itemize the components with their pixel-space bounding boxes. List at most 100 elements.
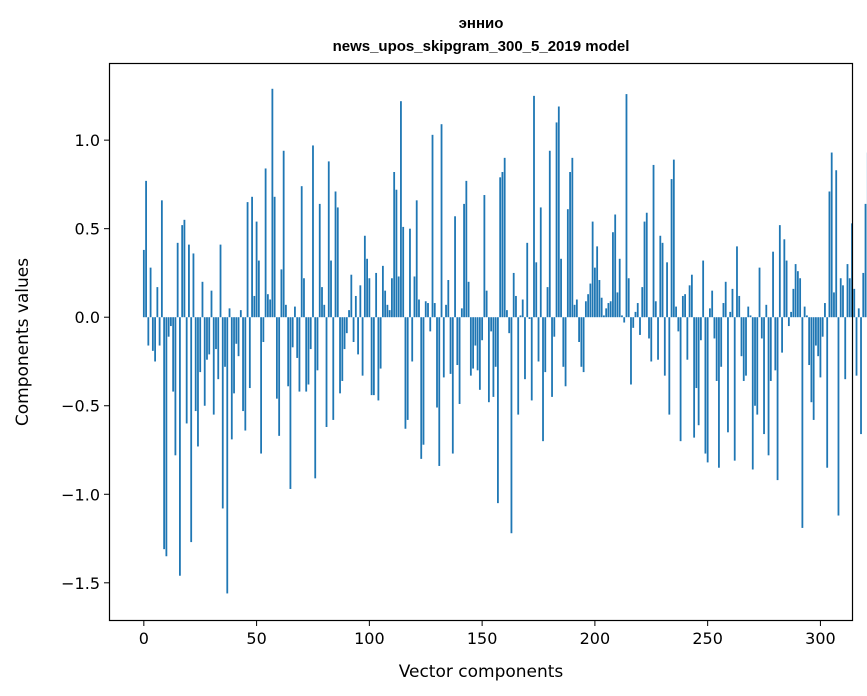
bar-205 — [605, 308, 608, 318]
bar-108 — [386, 304, 389, 318]
bar-230 — [661, 242, 664, 318]
bar-96 — [359, 285, 362, 318]
bar-249 — [704, 317, 707, 454]
bar-63 — [285, 304, 287, 318]
bar-29 — [208, 317, 211, 355]
bar-168 — [521, 299, 524, 318]
x-axis-label: Vector components — [399, 662, 564, 682]
bar-83 — [330, 260, 332, 318]
bar-187 — [564, 317, 567, 387]
bar-290 — [796, 271, 799, 318]
bar-279 — [772, 251, 774, 318]
bar-231 — [663, 317, 666, 376]
bar-30 — [210, 290, 213, 318]
bar-79 — [321, 287, 323, 318]
bar-137 — [451, 317, 454, 454]
bar-48 — [251, 196, 253, 318]
bar-167 — [519, 315, 522, 318]
bar-258 — [724, 281, 727, 318]
bar-208 — [612, 232, 614, 318]
bar-261 — [731, 288, 734, 318]
bar-94 — [354, 295, 357, 318]
bar-163 — [510, 317, 513, 534]
bar-282 — [778, 225, 781, 318]
bar-316 — [855, 317, 858, 376]
bar-303 — [826, 317, 829, 468]
bar-301 — [821, 317, 824, 337]
bar-244 — [693, 317, 696, 438]
bar-61 — [280, 269, 283, 318]
bar-151 — [483, 195, 486, 318]
bar-175 — [537, 317, 540, 362]
bar-71 — [303, 278, 305, 318]
bar-105 — [379, 317, 382, 369]
bar-269 — [749, 315, 752, 318]
bar-109 — [388, 310, 391, 318]
bar-191 — [573, 304, 576, 318]
bar-128 — [431, 134, 434, 318]
bar-291 — [799, 278, 802, 318]
bar-87 — [339, 317, 341, 394]
bar-114 — [400, 101, 402, 318]
y-tick-label-0: −1.5 — [61, 574, 100, 593]
bar-281 — [776, 317, 779, 481]
bar-285 — [785, 260, 788, 318]
bar-12 — [169, 317, 172, 327]
bar-229 — [659, 235, 662, 318]
bar-182 — [553, 317, 556, 337]
bar-211 — [618, 258, 621, 318]
bar-1 — [145, 180, 147, 318]
y-tick-label-5: 1.0 — [75, 131, 100, 150]
bar-268 — [747, 306, 750, 318]
bar-45 — [244, 317, 247, 431]
bar-186 — [562, 317, 565, 367]
bar-9 — [163, 317, 166, 550]
bar-152 — [485, 290, 488, 318]
bar-62 — [282, 150, 285, 318]
bar-116 — [404, 317, 407, 429]
bar-218 — [634, 311, 637, 318]
bar-76 — [314, 317, 317, 479]
bar-267 — [745, 317, 747, 376]
bar-278 — [769, 317, 772, 381]
bar-266 — [742, 317, 745, 381]
bar-115 — [402, 226, 405, 318]
bar-259 — [727, 317, 729, 433]
bar-72 — [305, 317, 308, 392]
bar-264 — [738, 295, 741, 318]
bar-125 — [424, 301, 427, 318]
bar-90 — [345, 317, 348, 334]
bar-84 — [332, 317, 335, 420]
bar-241 — [686, 317, 689, 360]
bar-98 — [363, 235, 366, 318]
bar-131 — [438, 317, 441, 466]
bar-239 — [681, 295, 684, 318]
bar-144 — [467, 281, 470, 318]
bar-179 — [546, 287, 549, 318]
bar-107 — [384, 290, 387, 318]
bar-119 — [411, 317, 414, 362]
bar-100 — [368, 278, 371, 318]
bar-170 — [526, 242, 529, 318]
bar-256 — [720, 317, 723, 367]
bar-315 — [853, 288, 856, 318]
bar-70 — [300, 186, 303, 318]
bar-216 — [630, 317, 632, 385]
bar-284 — [783, 239, 786, 318]
bar-300 — [819, 317, 822, 378]
chart-title-line-2: news_upos_skipgram_300_5_2019 model — [333, 38, 630, 55]
bar-118 — [409, 228, 411, 318]
bar-257 — [722, 303, 725, 318]
bar-222 — [643, 221, 646, 318]
bar-298 — [815, 317, 817, 346]
bar-58 — [273, 196, 276, 318]
bar-73 — [307, 317, 310, 385]
bar-113 — [397, 276, 400, 318]
bar-14 — [174, 317, 177, 456]
bar-302 — [824, 303, 826, 318]
x-tick-label-3: 150 — [467, 629, 498, 648]
bar-225 — [650, 317, 653, 362]
bar-204 — [603, 315, 605, 318]
plot-frame — [108, 62, 854, 622]
bar-66 — [291, 317, 294, 348]
